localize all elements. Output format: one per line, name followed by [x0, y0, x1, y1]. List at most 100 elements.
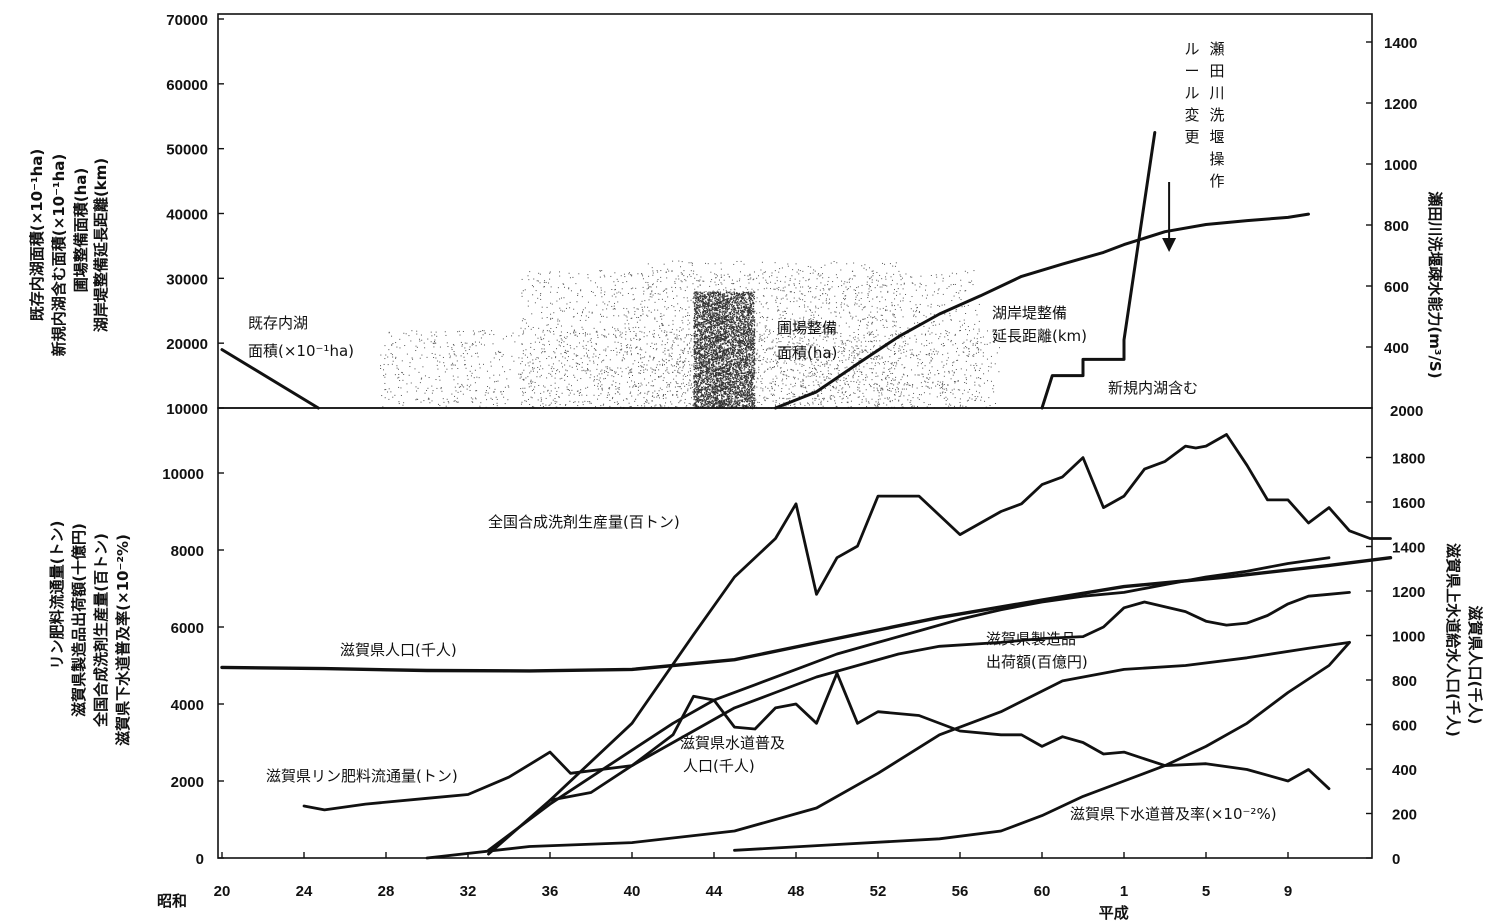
annotation-detergent: 全国合成洗剤生産量(百トン) [488, 513, 680, 531]
annotation-levee: 延長距離(km) [992, 327, 1087, 345]
bottom-series-population [220, 556, 1393, 673]
bottom-right-tick-label: 200 [1392, 807, 1417, 824]
bottom-left-tick-label: 4000 [171, 697, 204, 714]
annotation-rule-change: 更 [1184, 128, 1199, 146]
top-left-tick-label: 40000 [166, 207, 208, 224]
top-right-tick-label: 400 [1384, 340, 1409, 357]
bottom-left-axis-title: 滋賀県製造品出荷額(十億円) [70, 523, 88, 717]
bottom-right-tick-label: 1600 [1392, 495, 1425, 512]
annotation-rule-change: ー [1184, 62, 1199, 80]
annotation-manufacturing: 出荷額(百億円) [986, 653, 1088, 671]
bottom-left-tick-label: 2000 [171, 774, 204, 791]
x-tick-label: 5 [1202, 883, 1210, 900]
bottom-right-tick-label: 0 [1392, 851, 1400, 868]
annotation-field: 圃場整備 [777, 319, 837, 337]
top-left-tick-label: 30000 [166, 271, 208, 288]
x-tick-label: 1 [1120, 883, 1128, 900]
annotation-rule-change: 変 [1184, 106, 1199, 124]
x-tick-label: 52 [870, 883, 887, 900]
annotation-rule-change: 洗 [1209, 106, 1224, 124]
annotation-rule-change: ル [1184, 84, 1199, 102]
x-tick-label: 60 [1034, 883, 1051, 900]
top-left-tick-label: 10000 [166, 401, 208, 418]
annotation-water-supply: 滋賀県水道普及 [680, 734, 785, 752]
field-density-texture [380, 260, 1001, 410]
annotation-existing-lake: 既存内湖 [248, 314, 308, 332]
annotation-field: 面積(ha) [777, 344, 837, 362]
bottom-series-sewer [733, 641, 1351, 852]
x-era-showa: 昭和 [157, 892, 187, 910]
top-left-tick-label: 60000 [166, 77, 208, 94]
top-right-tick-label: 1200 [1384, 96, 1417, 113]
top-right-axis-title: 瀬田川洗堰疎水能力(m³/S) [1426, 191, 1444, 378]
bottom-left-tick-label: 8000 [171, 543, 204, 560]
bottom-right-tick-label: 400 [1392, 762, 1417, 779]
top-right-tick-label: 800 [1384, 218, 1409, 235]
label-layer: 既存内湖面積(×10⁻¹ha)圃場整備面積(ha)湖岸堤整備延長距離(km)新規… [28, 40, 1484, 823]
top-left-axis-title: 圃場整備面積(ha) [72, 168, 90, 293]
annotation-rule-change: 瀬 [1209, 40, 1224, 58]
bottom-right-axis-title: 滋賀県人口(千人) [1466, 606, 1484, 725]
bottom-right-tick-label: 1800 [1392, 451, 1425, 468]
annotation-water-supply: 人口(千人) [683, 757, 755, 775]
annotation-phosphorus: 滋賀県リン肥料流通量(トン) [266, 767, 458, 785]
annotation-new-lake: 新規内湖含む [1108, 379, 1198, 397]
annotation-rule-change: 堰 [1209, 128, 1224, 146]
top-left-axis-title: 既存内湖面積(×10⁻¹ha) [28, 149, 46, 321]
bottom-left-axis-title: 全国合成洗剤生産量(百トン) [92, 533, 110, 728]
bottom-left-tick-label: 6000 [171, 620, 204, 637]
top-right-bottom-tick-label: 2000 [1390, 403, 1423, 420]
x-tick-label: 28 [378, 883, 395, 900]
bottom-right-tick-label: 1400 [1392, 540, 1425, 557]
x-tick-label: 20 [214, 883, 231, 900]
annotation-rule-change: 田 [1209, 62, 1224, 80]
top-right-tick-label: 1000 [1384, 157, 1417, 174]
bottom-panel-frame [217, 407, 1373, 859]
annotation-levee: 湖岸堤整備 [992, 304, 1067, 322]
annotation-population: 滋賀県人口(千人) [340, 641, 457, 659]
bottom-left-axis-title: 滋賀県下水道普及率(×10⁻²%) [114, 534, 132, 746]
bottom-series-phosphorus [302, 671, 1331, 812]
bottom-series-sewer_low [425, 641, 1351, 860]
series-layer [220, 131, 1393, 860]
top-left-tick-label: 50000 [166, 142, 208, 159]
annotation-rule-change: ル [1184, 40, 1199, 58]
bottom-right-tick-label: 600 [1392, 718, 1417, 735]
top-series-levee [774, 212, 1310, 410]
x-tick-label: 40 [624, 883, 641, 900]
bottom-right-tick-label: 1200 [1392, 584, 1425, 601]
bottom-series-water_supply [548, 591, 1351, 802]
top-right-tick-label: 1400 [1384, 35, 1417, 52]
x-tick-label: 32 [460, 883, 477, 900]
tick-layer: 1000020000300004000050000600007000040060… [157, 12, 1425, 922]
x-tick-label: 36 [542, 883, 559, 900]
bottom-series-manufacturing [487, 556, 1331, 852]
annotation-sewer: 滋賀県下水道普及率(×10⁻²%) [1070, 805, 1277, 823]
bottom-left-tick-label: 0 [196, 851, 204, 868]
bottom-series-detergent [487, 433, 1392, 856]
x-tick-label: 44 [706, 883, 723, 900]
annotation-rule-change: 操 [1209, 150, 1224, 168]
top-series-new_lake [1040, 131, 1157, 410]
top-left-tick-label: 70000 [166, 12, 208, 29]
annotation-existing-lake: 面積(×10⁻¹ha) [248, 342, 354, 360]
top-left-axis-title: 湖岸堤整備延長距離(km) [92, 158, 110, 332]
bottom-right-tick-label: 1000 [1392, 629, 1425, 646]
annotation-rule-change: 作 [1209, 172, 1224, 190]
annotation-manufacturing: 滋賀県製造品 [986, 630, 1076, 648]
bottom-right-axis-title: 滋賀県上水道給水人口(千人) [1444, 543, 1462, 737]
bottom-right-tick-label: 800 [1392, 673, 1417, 690]
chart-frame [217, 13, 1373, 859]
top-left-axis-title: 新規内湖含む面積(×10⁻¹ha) [50, 154, 68, 356]
x-tick-label: 24 [296, 883, 313, 900]
x-tick-label: 56 [952, 883, 969, 900]
x-tick-label: 48 [788, 883, 805, 900]
top-right-tick-label: 600 [1384, 279, 1409, 296]
rule-change-arrowhead [1162, 238, 1177, 252]
top-left-tick-label: 20000 [166, 336, 208, 353]
annotation-rule-change: 川 [1209, 84, 1224, 102]
top-series-existing_lake [220, 348, 320, 410]
x-tick-label: 9 [1284, 883, 1292, 900]
